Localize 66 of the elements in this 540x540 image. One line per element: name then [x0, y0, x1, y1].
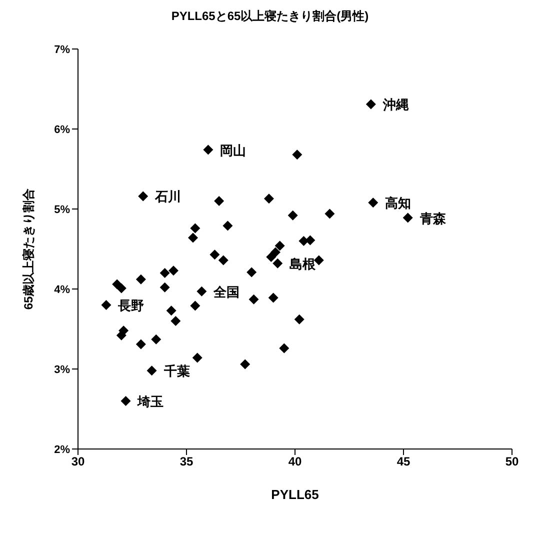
point — [279, 343, 290, 354]
point — [188, 232, 198, 243]
annotation: 長野 — [117, 298, 144, 313]
point — [294, 314, 304, 324]
x-tick-label: 30 — [71, 454, 85, 469]
point — [324, 208, 335, 219]
point — [196, 286, 207, 296]
point — [116, 283, 126, 294]
point — [366, 99, 376, 110]
point — [192, 352, 202, 363]
point — [203, 144, 214, 155]
point — [402, 212, 413, 223]
point — [274, 240, 285, 251]
point — [146, 366, 157, 376]
point — [368, 198, 378, 208]
point — [101, 300, 112, 310]
point — [136, 339, 146, 350]
point — [138, 191, 148, 202]
x-tick-label: 50 — [505, 454, 519, 469]
point — [160, 268, 170, 278]
point — [222, 220, 233, 231]
y-tick-label: 7% — [54, 44, 70, 56]
annotation: 青森 — [418, 210, 447, 226]
point — [270, 247, 280, 258]
point — [214, 196, 224, 206]
point — [246, 267, 257, 278]
point — [288, 210, 298, 220]
point — [190, 223, 200, 234]
annotation: 岡山 — [220, 142, 246, 158]
point — [168, 266, 178, 276]
y-tick-label: 3% — [54, 364, 70, 376]
y-tick-label: 6% — [54, 124, 70, 136]
annotation: 埼玉 — [136, 394, 164, 409]
point — [166, 306, 176, 316]
annotation: 沖縄 — [382, 97, 409, 112]
point — [305, 235, 316, 246]
point — [292, 150, 302, 160]
annotation: 全国 — [212, 284, 240, 300]
x-tick-label: 35 — [180, 454, 194, 469]
point — [248, 294, 259, 304]
x-tick-label: 45 — [396, 454, 410, 469]
point — [136, 274, 146, 284]
point — [210, 250, 220, 260]
point — [120, 396, 131, 406]
y-axis-title: 65歳以上寝たきり割合 — [21, 187, 36, 310]
y-tick-label: 2% — [54, 444, 70, 456]
point — [268, 292, 278, 303]
point — [264, 194, 274, 204]
point — [240, 359, 250, 370]
annotation: 石川 — [154, 189, 182, 204]
point — [218, 255, 228, 266]
chart-title: PYLL65と65以上寝たきり割合(男性) — [170, 8, 370, 25]
point — [190, 300, 200, 311]
x-axis-title: PYLL65 — [271, 487, 319, 502]
annotation: 高知 — [385, 196, 412, 211]
annotation: 島根 — [290, 256, 317, 272]
y-tick-label: 4% — [54, 284, 70, 296]
point — [118, 326, 129, 336]
point — [151, 334, 162, 344]
y-tick-label: 5% — [54, 204, 70, 216]
point — [272, 258, 283, 268]
point — [160, 282, 170, 292]
point — [170, 316, 181, 326]
x-tick-label: 40 — [288, 454, 302, 469]
point — [266, 252, 276, 262]
annotation: 千葉 — [162, 364, 190, 379]
